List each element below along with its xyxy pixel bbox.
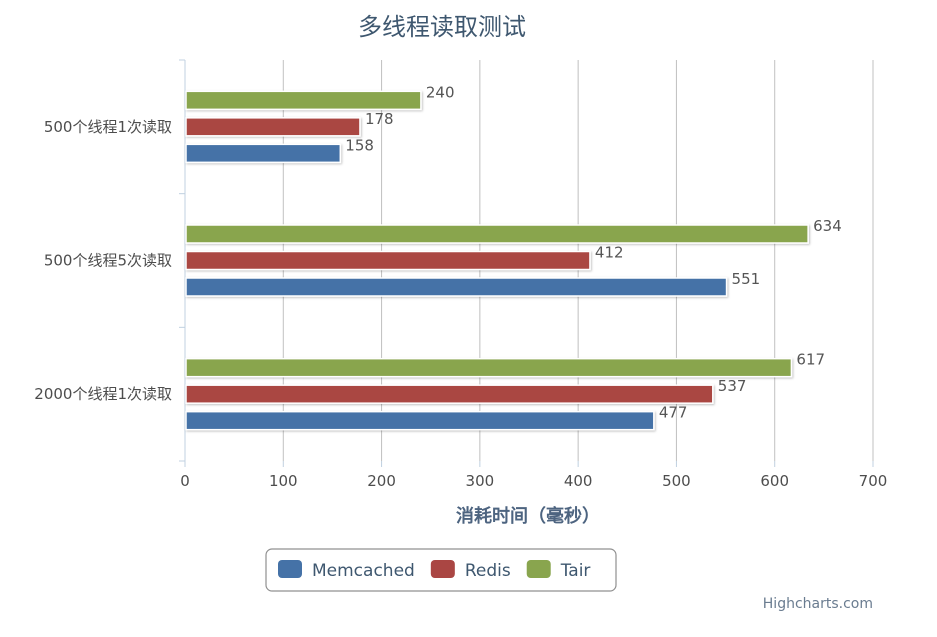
x-tick-label: 500 — [662, 472, 691, 490]
legend-swatch — [526, 560, 551, 578]
chart-title: 多线程读取测试 — [358, 13, 526, 41]
category-label: 500个线程5次读取 — [44, 252, 172, 270]
x-tick-label: 600 — [760, 472, 789, 490]
legend-item-tair[interactable]: Tair — [526, 560, 591, 581]
bars — [185, 90, 809, 431]
bar-tair — [185, 357, 793, 378]
data-label: 551 — [732, 270, 761, 288]
data-label: 412 — [595, 244, 624, 262]
bar-redis — [185, 250, 591, 271]
legend-label: Redis — [465, 561, 511, 581]
x-tick-label: 200 — [367, 472, 396, 490]
data-label: 178 — [365, 110, 394, 128]
legend-item-redis[interactable]: Redis — [430, 560, 511, 581]
bar-memcached — [185, 143, 342, 164]
bar-memcached — [185, 410, 655, 431]
category-label: 2000个线程1次读取 — [34, 385, 172, 403]
legend[interactable]: Memcached Redis Tair — [265, 548, 617, 592]
credits-link[interactable]: Highcharts.com — [763, 596, 873, 612]
x-axis-title: 消耗时间（毫秒） — [456, 505, 600, 527]
data-label: 617 — [796, 351, 825, 369]
bar-tair — [185, 90, 422, 111]
legend-label: Memcached — [312, 561, 415, 581]
x-tick-label: 0 — [180, 472, 190, 490]
data-label: 158 — [345, 136, 374, 154]
data-label: 537 — [718, 377, 747, 395]
bar-memcached — [185, 277, 728, 297]
data-label: 634 — [813, 217, 842, 235]
labels: 0 100 200 300 400 500 600 700 500个线程1次读取 158 178 24… — [34, 83, 887, 490]
bar-tair — [185, 224, 809, 244]
x-tick-label: 100 — [269, 472, 298, 490]
data-label: 477 — [659, 404, 688, 422]
legend-swatch — [430, 560, 455, 578]
bar-redis — [185, 117, 361, 137]
category-label: 500个线程1次读取 — [44, 118, 172, 136]
legend-item-memcached[interactable]: Memcached — [278, 560, 415, 581]
legend-swatch — [278, 560, 302, 578]
x-tick-label: 400 — [564, 472, 593, 490]
data-label: 240 — [426, 83, 455, 101]
x-tick-label: 300 — [466, 472, 495, 490]
legend-label: Tair — [560, 561, 591, 581]
axes — [179, 59, 874, 467]
x-tick-label: 700 — [859, 472, 888, 490]
bar-redis — [185, 384, 714, 404]
